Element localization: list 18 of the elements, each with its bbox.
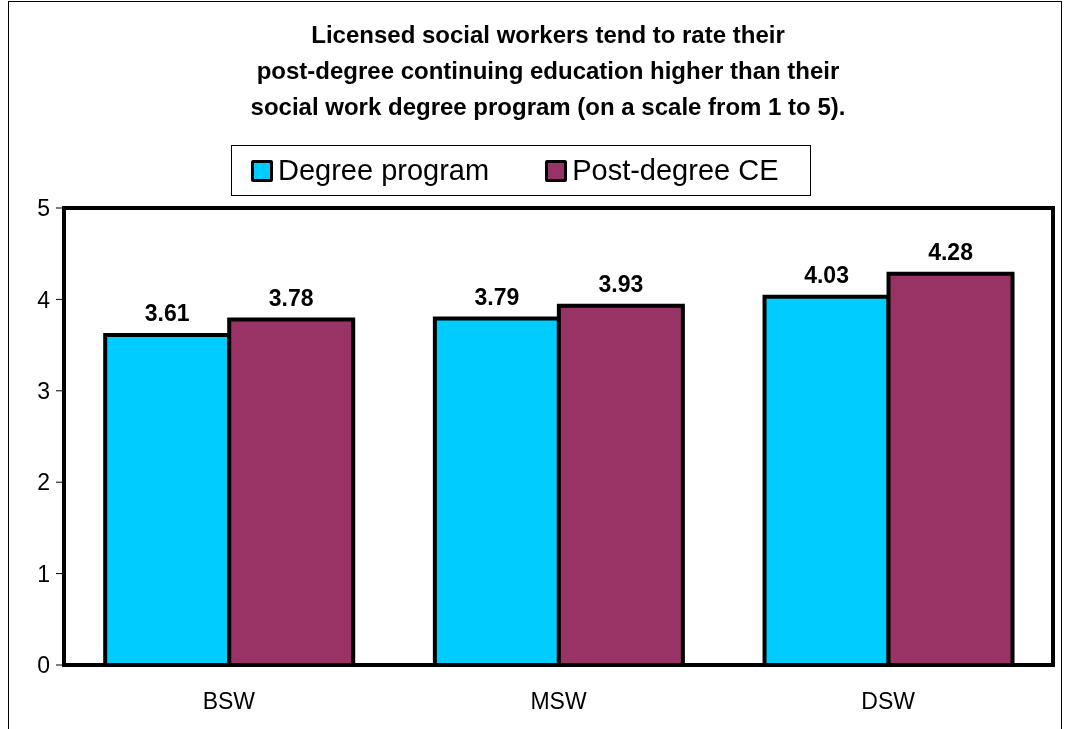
data-label: 4.28 xyxy=(928,238,974,265)
y-tick-label: 3 xyxy=(37,377,50,404)
y-tick-label: 0 xyxy=(37,652,50,679)
legend-label: Degree program xyxy=(278,154,490,187)
data-label: 3.78 xyxy=(268,284,314,311)
x-tick-label: DSW xyxy=(861,688,916,715)
data-label: 3.93 xyxy=(598,270,644,297)
y-tick-label: 1 xyxy=(37,560,50,587)
chart-title: Licensed social workers tend to rate their post-degree continuing education higher than their social work degree program (on a scale from 1 to 5). xyxy=(249,20,847,122)
data-label: 3.79 xyxy=(474,283,520,310)
x-tick-label: MSW xyxy=(530,688,587,715)
legend-label: Post-degree CE xyxy=(572,154,779,187)
data-label: 4.03 xyxy=(804,261,849,288)
y-tick-label: 5 xyxy=(37,195,50,222)
y-tick-label: 4 xyxy=(37,286,51,313)
x-tick-label: BSW xyxy=(202,688,256,715)
data-label: 3.61 xyxy=(144,300,190,327)
y-tick-label: 2 xyxy=(37,469,50,496)
